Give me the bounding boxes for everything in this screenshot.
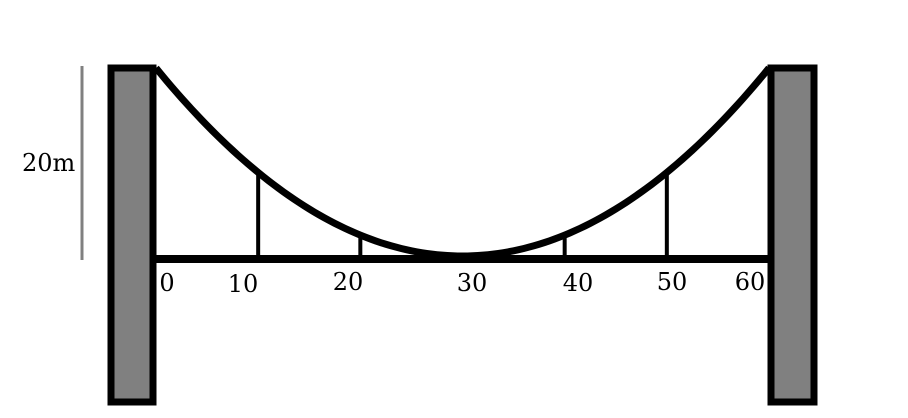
tick-label-30: 30 <box>457 269 488 297</box>
tick-label-20: 20 <box>333 268 364 296</box>
left-tower <box>107 64 157 406</box>
right-tower <box>767 64 818 406</box>
height-label: 20m <box>22 149 76 177</box>
hanger-group <box>256 172 669 259</box>
tick-label-0: 0 <box>159 269 174 297</box>
tick-label-40: 40 <box>563 269 594 297</box>
tick-label-60: 60 <box>735 268 766 296</box>
tick-label-10: 10 <box>228 270 259 298</box>
suspension-cable <box>153 65 772 260</box>
tick-label-50: 50 <box>657 268 688 296</box>
